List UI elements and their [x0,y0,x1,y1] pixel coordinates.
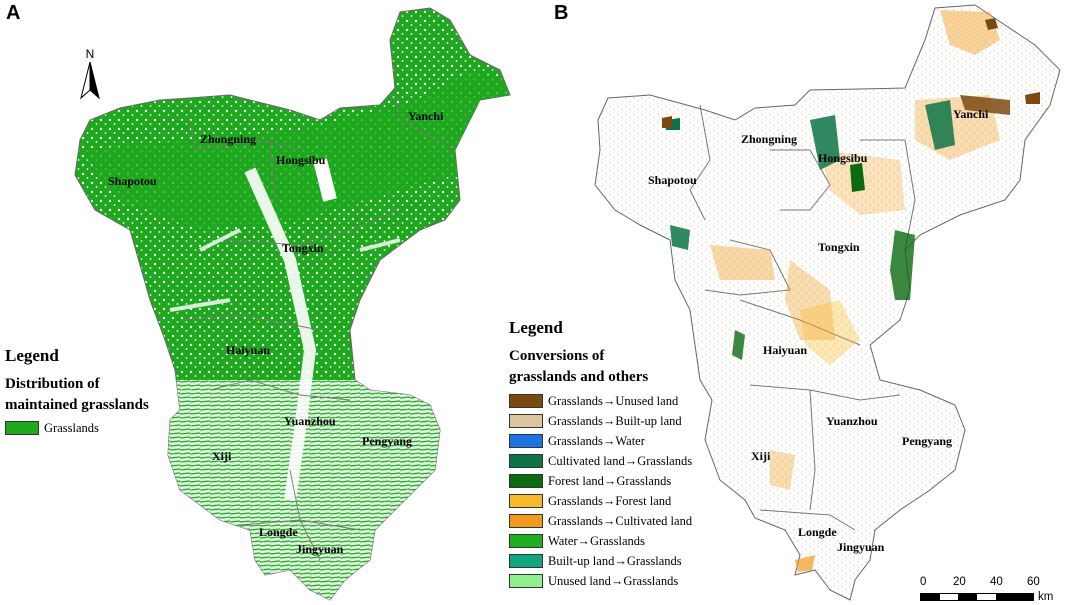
place-label-jingyuan: Jingyuan [837,540,885,554]
legend-swatch [509,434,543,448]
legend-item: Grasslands→Forest land [509,491,692,511]
legend-swatch [509,394,543,408]
legend-item-label: Grasslands→Cultivated land [548,513,693,528]
north-arrow-letter: N [86,47,95,61]
legend-item: Grasslands→Water [509,431,692,451]
scale-tick: 20 [953,576,966,588]
place-label-pengyang: Pengyang [902,434,952,448]
place-label-tongxin: Tongxin [282,241,324,255]
legend-b: Legend Conversions of grasslands and oth… [509,318,692,591]
legend-swatch [509,514,543,528]
legend-title: Legend [509,318,563,337]
legend-item: Grasslands→Cultivated land [509,511,692,531]
legend-swatch [509,454,543,468]
scale-unit: km [1038,591,1054,603]
scale-bar-ticks: 0 20 40 60 [920,576,1060,590]
place-label-xiji: Xiji [212,449,232,463]
scale-bar: 0 20 40 60 km [920,576,1060,603]
legend-item-label: Grasslands→Built-up land [548,413,682,428]
place-label-shapotou: Shapotou [648,173,697,187]
legend-swatch [509,534,543,548]
legend-a: Legend Distribution of maintained grassl… [5,346,149,438]
map-b [594,4,1061,601]
legend-item: Cultivated land→Grasslands [509,451,692,471]
place-label-jingyuan: Jingyuan [296,542,344,556]
legend-item-label: Built-up land→Grasslands [548,553,682,568]
legend-swatch [5,421,39,435]
place-label-yanchi: Yanchi [953,107,989,121]
legend-swatch [509,554,543,568]
legend-item: Water→Grasslands [509,531,692,551]
place-label-longde: Longde [798,525,837,539]
legend-item: Built-up land→Grasslands [509,551,692,571]
place-label-pengyang: Pengyang [362,434,412,448]
place-label-yuanzhou: Yuanzhou [284,414,336,428]
place-label-yanchi: Yanchi [408,109,444,123]
legend-item: Grasslands [5,418,149,438]
panel-label-a: A [6,2,21,24]
place-label-tongxin: Tongxin [818,240,860,254]
place-label-xiji: Xiji [751,449,771,463]
place-label-zhongning: Zhongning [741,132,797,146]
legend-subtitle-line1: Conversions of [509,348,605,364]
scale-tick: 0 [920,576,927,588]
legend-item: Grasslands→Unused land [509,391,692,411]
legend-swatch [509,494,543,508]
legend-item-label: Cultivated land→Grasslands [548,453,693,468]
legend-subtitle-line2: grasslands and others [509,369,649,385]
legend-subtitle-line1: Distribution of [5,376,100,392]
place-label-longde: Longde [259,525,298,539]
legend-item-label: Grasslands [44,420,99,435]
panel-label-b: B [554,2,569,24]
conversion-patches-unused [662,18,1040,128]
legend-items: Grasslands→Unused land Grasslands→Built-… [509,391,692,591]
legend-item-label: Grasslands→Unused land [548,393,679,408]
place-label-haiyuan: Haiyuan [226,343,270,357]
legend-item: Unused land→Grasslands [509,571,692,591]
legend-item: Grasslands→Built-up land [509,411,692,431]
place-label-yuanzhou: Yuanzhou [826,414,878,428]
place-label-hongsibu: Hongsibu [818,151,868,165]
legend-item-label: Grasslands→Forest land [548,493,672,508]
scale-bar-graphic: km [920,591,1060,603]
legend-subtitle-line2: maintained grasslands [5,397,149,413]
legend-swatch [509,574,543,588]
legend-swatch [509,414,543,428]
legend-item-label: Water→Grasslands [548,533,645,548]
place-label-zhongning: Zhongning [200,132,256,146]
scale-tick: 60 [1027,576,1040,588]
place-label-hongsibu: Hongsibu [276,153,326,167]
scale-tick: 40 [990,576,1003,588]
legend-item-label: Forest land→Grasslands [548,473,672,488]
legend-item: Forest land→Grasslands [509,471,692,491]
place-label-shapotou: Shapotou [108,174,157,188]
legend-title: Legend [5,346,59,365]
legend-item-label: Grasslands→Water [548,433,645,448]
place-label-haiyuan: Haiyuan [763,343,807,357]
legend-swatch [509,474,543,488]
legend-item-label: Unused land→Grasslands [548,573,679,588]
north-arrow: N [80,47,100,100]
map-a [74,7,511,601]
